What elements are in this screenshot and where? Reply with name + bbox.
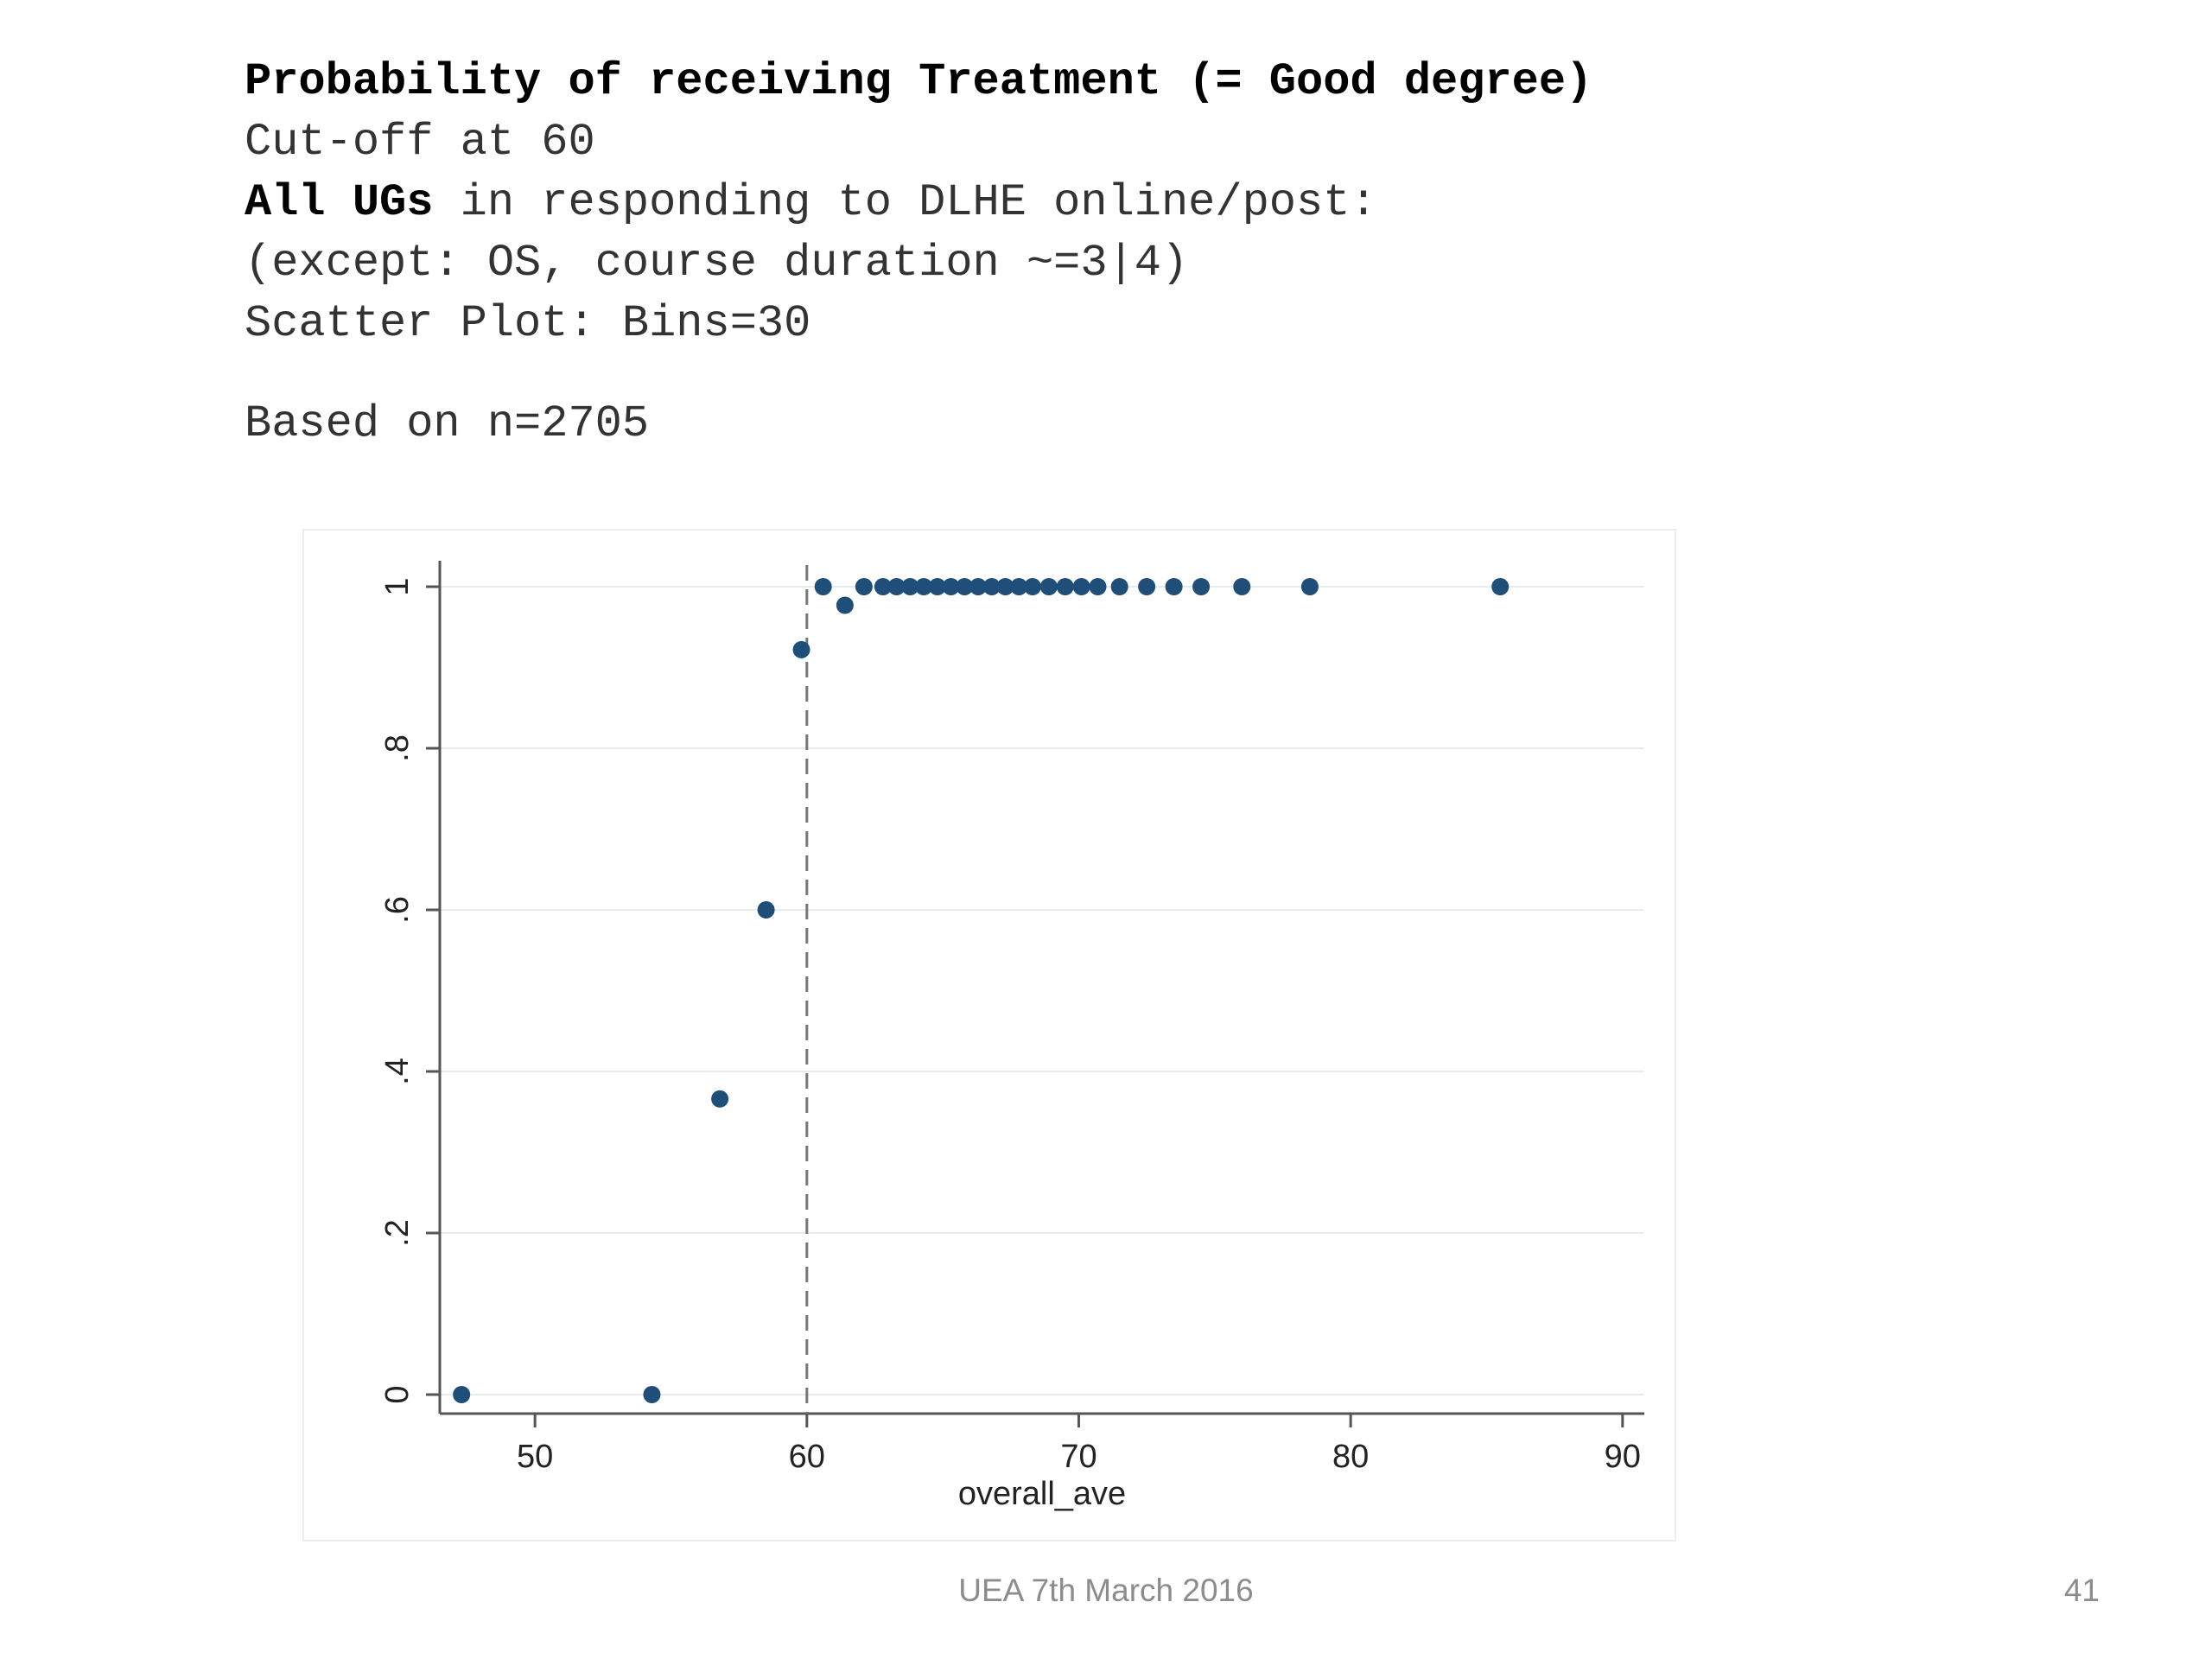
data-point-30 [1491,578,1510,595]
y-tick-label-1: .2 [379,1219,416,1247]
slide-header: Probability of receiving Treatment (= Go… [245,52,1592,454]
scatter-chart: 0 .2 .4 .6 .8 1 50 60 70 80 90 overall_ave [379,561,1644,1512]
y-tick-label-2: .4 [379,1058,416,1085]
sample-bold-text: All UGs [245,177,434,228]
data-point-26 [1165,578,1183,595]
bins-line: Scatter Plot: Bins=30 [245,298,811,349]
y-tick-label-4: .8 [379,734,416,762]
data-point-14 [956,578,974,595]
data-point-16 [982,578,1001,595]
data-point-7 [855,578,873,595]
x-axis-title: overall_ave [958,1476,1126,1512]
y-tick-label-5: 1 [379,577,416,595]
data-point-10 [901,578,919,595]
x-tick-label-1: 60 [789,1439,825,1475]
data-point-13 [942,578,960,595]
x-tick-label-3: 80 [1332,1439,1369,1475]
x-tick-label-0: 50 [517,1439,553,1475]
sample-rest-text: in responding to DLHE online/post: [433,177,1377,228]
data-point-18 [1010,578,1028,595]
data-point-24 [1110,578,1128,595]
sample-line: All UGs in responding to DLHE online/pos… [245,173,1592,233]
exception-line: (except: OS, course duration ~=3|4) [245,238,1189,289]
x-tick-label-2: 70 [1060,1439,1096,1475]
data-point-4 [792,640,810,658]
data-point-15 [969,578,988,595]
data-point-11 [915,578,933,595]
data-point-6 [836,596,854,614]
cutoff-line: Cut-off at 60 [245,117,595,168]
data-point-21 [1056,578,1074,595]
chart-frame: 0 .2 .4 .6 .8 1 50 60 70 80 90 overall_ave [302,529,1676,1541]
data-point-1 [643,1386,661,1403]
data-point-23 [1089,578,1107,595]
data-point-9 [887,578,906,595]
page-number: 41 [2063,1573,2100,1608]
data-point-22 [1072,578,1090,595]
slide-title: Probability of receiving Treatment (= Go… [245,56,1593,107]
data-point-29 [1300,578,1319,595]
x-tick-label-4: 90 [1605,1439,1641,1475]
data-point-12 [928,578,946,595]
footer-text: UEA 7th March 2016 [958,1573,1254,1608]
data-point-3 [757,901,775,918]
data-point-19 [1023,578,1041,595]
data-point-5 [814,578,832,595]
sample-size-line: Based on n=2705 [245,398,650,449]
data-point-0 [453,1386,471,1403]
y-tick-label-3: .6 [379,896,416,924]
data-point-17 [996,578,1014,595]
data-point-28 [1233,578,1251,595]
data-point-25 [1138,578,1156,595]
data-point-20 [1039,578,1058,595]
y-tick-label-0: 0 [379,1385,416,1403]
data-point-27 [1192,578,1211,595]
data-point-8 [874,578,892,595]
data-point-2 [711,1090,729,1108]
header-spacer [245,354,1592,394]
